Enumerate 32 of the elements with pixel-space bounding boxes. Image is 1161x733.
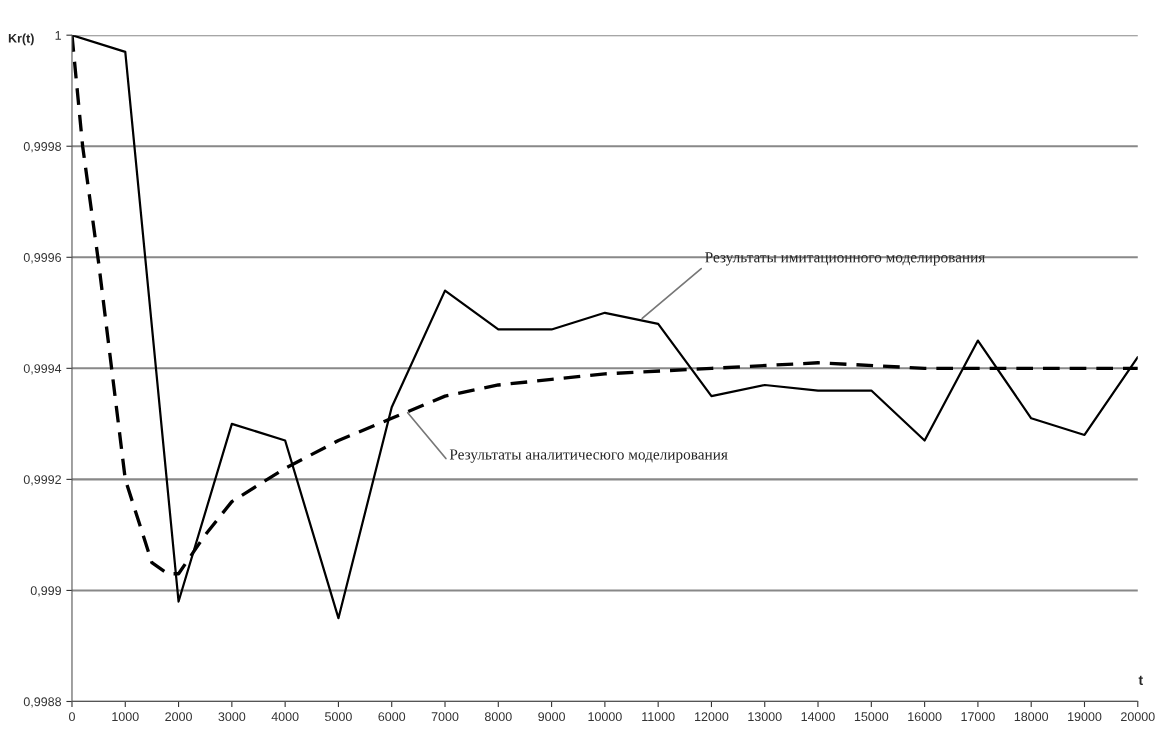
x-tick-label: 17000 — [961, 712, 995, 722]
x-tick-label: 3000 — [218, 712, 246, 722]
x-tick-label: 9000 — [538, 712, 566, 722]
y-axis-title: Kr(t) — [8, 33, 34, 46]
y-tick-label: 0,9988 — [23, 697, 62, 708]
x-axis-title: t — [1138, 675, 1143, 686]
y-tick-label: 0,9994 — [23, 364, 62, 375]
x-tick-label: 19000 — [1068, 712, 1102, 722]
x-tick-label: 12000 — [695, 712, 729, 722]
x-tick-label: 18000 — [1014, 712, 1049, 722]
x-tick-label: 1000 — [112, 712, 139, 722]
x-tick-label: 16000 — [908, 712, 942, 722]
annotation: Результаты имитационного моделирования — [705, 252, 986, 266]
y-tick-label: 0,9992 — [23, 475, 61, 486]
x-tick-label: 13000 — [748, 712, 782, 722]
x-tick-label: 11000 — [642, 712, 675, 722]
y-tick-label: 0,9996 — [23, 253, 62, 264]
x-tick-label: 4000 — [271, 712, 299, 722]
annotation: Результаты аналитичесюго моделирования — [449, 449, 728, 463]
y-tick-label: 1 — [55, 31, 61, 40]
x-tick-label: 14000 — [801, 712, 835, 722]
x-tick-label: 8000 — [484, 712, 512, 722]
x-tick-label: 10000 — [588, 712, 622, 722]
y-tick-label: 0,999 — [30, 586, 61, 597]
x-tick-label: 5000 — [325, 712, 352, 722]
x-tick-label: 6000 — [378, 712, 406, 722]
x-tick-label: 20000 — [1121, 712, 1155, 722]
x-tick-label: 2000 — [165, 712, 192, 722]
x-tick-label: 0 — [68, 712, 75, 722]
y-tick-label: 0,9998 — [23, 142, 62, 153]
x-tick-label: 15000 — [854, 712, 889, 722]
x-tick-label: 7000 — [431, 712, 459, 722]
